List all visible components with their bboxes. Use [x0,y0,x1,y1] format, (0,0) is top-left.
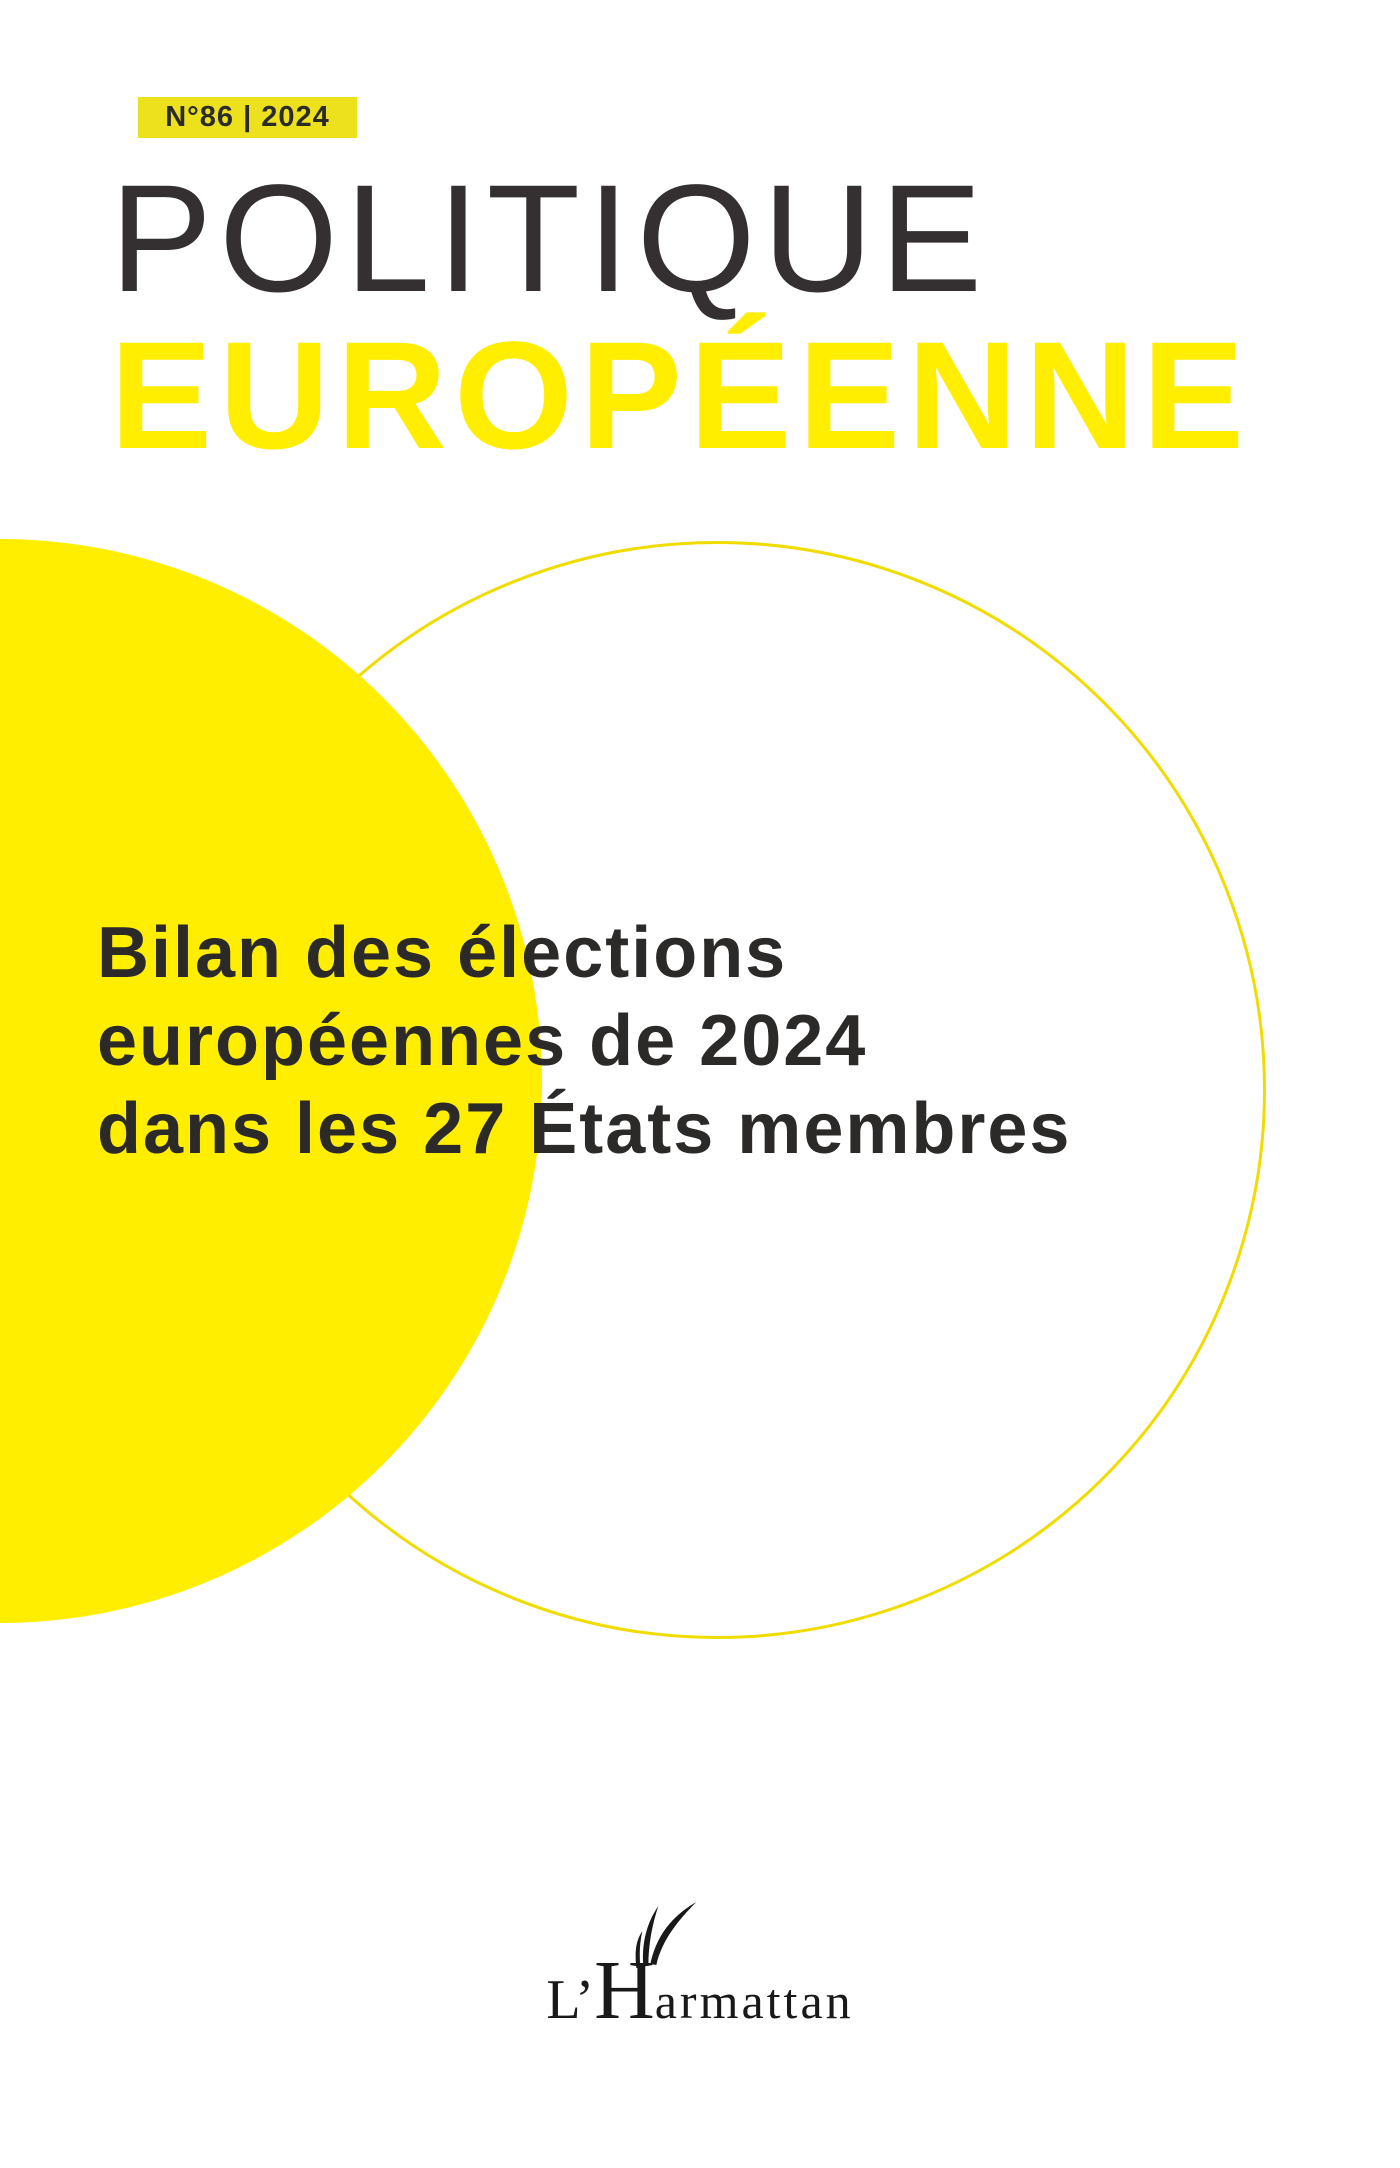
publisher-logo-prefix: L’ [546,1969,595,2031]
main-title-line-3: dans les 27 États membres [97,1089,1072,1169]
publisher-logo-initial-letter: H [594,1944,655,2037]
publisher-logo-initial: H [594,1902,697,2037]
publisher-logo: L’ Harmattan [546,1902,854,2039]
main-title-line-1: Bilan des élections [97,913,788,993]
issue-main-title: Bilan des élections européennes de 2024 … [97,909,1071,1173]
main-title-line-2: européennes de 2024 [97,1001,868,1081]
issue-badge: N°86 | 2024 [138,97,357,138]
journal-title-politique: POLITIQUE [110,153,990,324]
publisher-logo-rest: armattan [654,1973,854,2029]
journal-title-europeenne: EUROPÉENNE [110,310,1252,481]
